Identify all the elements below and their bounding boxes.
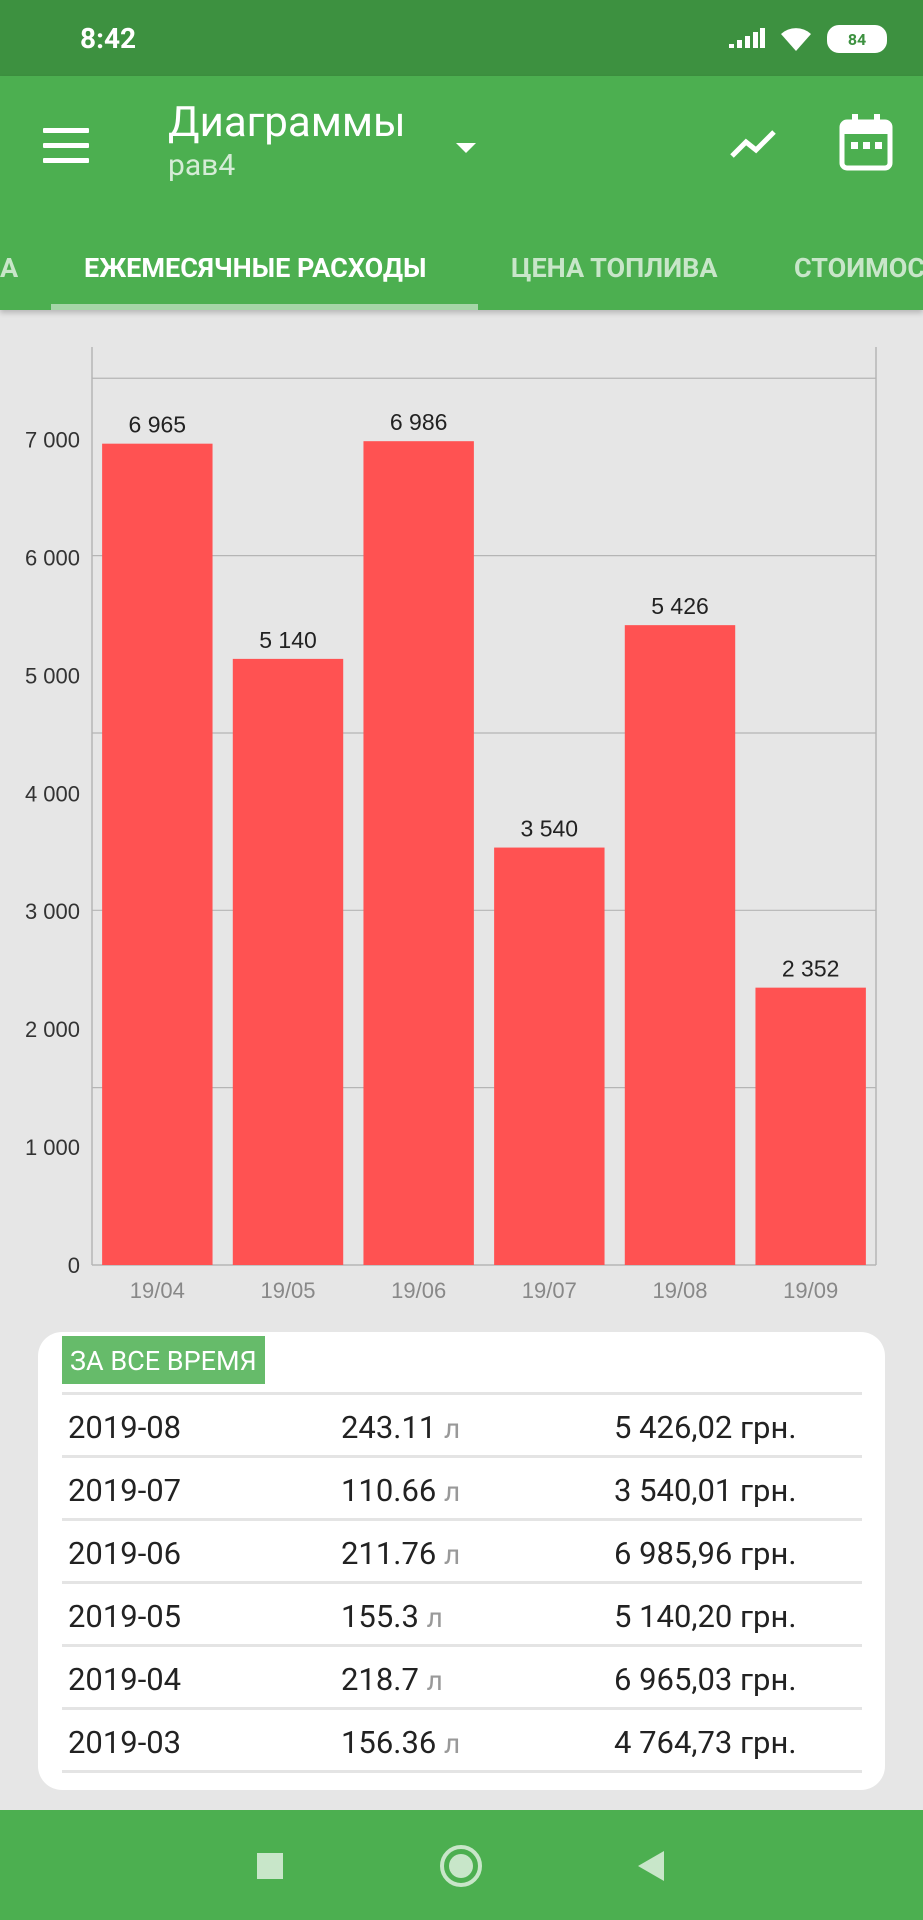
cost-cell: 5 140,20 грн. (614, 1598, 797, 1635)
calendar-icon[interactable] (838, 112, 894, 172)
liters-cell: 211.76 л (341, 1535, 460, 1572)
liters-unit: л (426, 1601, 443, 1634)
liters-cell: 156.36 л (341, 1724, 460, 1761)
bar-value-label: 3 540 (521, 816, 579, 842)
y-tick-label: 5 000 (25, 663, 80, 688)
cost-cell: 6 985,96 грн. (614, 1535, 797, 1572)
tab-fuel-price[interactable]: ЦЕНА ТОПЛИВА (511, 252, 718, 284)
liters-unit: л (444, 1538, 461, 1571)
month-cell: 2019-07 (68, 1472, 182, 1509)
x-tick-label: 19/06 (391, 1278, 446, 1303)
bar (232, 658, 344, 1265)
status-icons: 84 (729, 24, 887, 54)
menu-icon (43, 128, 89, 133)
chevron-down-icon[interactable] (452, 134, 480, 162)
system-nav-bar (0, 1810, 923, 1920)
liters-value: 218.7 (341, 1661, 419, 1698)
bar-value-label: 5 426 (651, 593, 709, 619)
month-cell: 2019-05 (68, 1598, 182, 1635)
page-title[interactable]: Диаграммы (168, 98, 406, 147)
y-tick-label: 7 000 (25, 428, 80, 453)
liters-cell: 218.7 л (341, 1661, 443, 1698)
liters-value: 243.11 (341, 1409, 437, 1446)
liters-value: 110.66 (341, 1472, 437, 1509)
wifi-icon (781, 28, 811, 51)
bar (755, 987, 866, 1265)
month-cell: 2019-03 (68, 1724, 182, 1761)
y-tick-label: 3 000 (25, 899, 80, 924)
liters-cell: 243.11 л (341, 1409, 460, 1446)
tab-monthly-expenses[interactable]: ЕЖЕМЕСЯЧНЫЕ РАСХОДЫ (84, 252, 427, 284)
liters-cell: 110.66 л (341, 1472, 460, 1509)
month-cell: 2019-06 (68, 1535, 182, 1572)
summary-table: 2019-08 243.11 л 5 426,02 грн. 2019-07 110.6… (62, 1392, 862, 1773)
summary-card: ЗА ВСЕ ВРЕМЯ 2019-08 243.11 л 5 426,02 грн… (38, 1332, 885, 1790)
y-tick-label: 1 000 (25, 1135, 80, 1160)
liters-unit: л (426, 1664, 443, 1697)
x-tick-label: 19/08 (652, 1278, 707, 1303)
home-icon[interactable] (431, 1836, 491, 1896)
y-tick-label: 4 000 (25, 781, 80, 806)
x-tick-label: 19/05 (260, 1278, 315, 1303)
app-bar: Диаграммы рав4 А ЕЖЕМЕСЯЧНЫЕ РАСХОДЫ ЦЕН… (0, 76, 923, 310)
table-row[interactable]: 2019-03 156.36 л 4 764,73 грн. (62, 1707, 862, 1773)
x-tick-label: 19/04 (130, 1278, 185, 1303)
y-tick-label: 2 000 (25, 1017, 80, 1042)
bar (102, 443, 213, 1265)
table-row[interactable]: 2019-07 110.66 л 3 540,01 грн. (62, 1455, 862, 1518)
bar (494, 847, 605, 1265)
status-time: 8:42 (80, 22, 137, 55)
bar-value-label: 5 140 (259, 627, 317, 653)
liters-unit: л (444, 1727, 461, 1760)
menu-icon-line (43, 143, 89, 148)
bar-value-label: 6 965 (129, 412, 187, 438)
tab-previous[interactable]: А (0, 252, 19, 284)
cost-cell: 6 965,03 грн. (614, 1661, 797, 1698)
table-row[interactable]: 2019-04 218.7 л 6 965,03 грн. (62, 1644, 862, 1707)
bar-value-label: 6 986 (390, 409, 448, 435)
y-tick-label: 6 000 (25, 545, 80, 570)
liters-unit: л (444, 1412, 461, 1445)
menu-button[interactable] (38, 118, 94, 174)
table-row[interactable]: 2019-08 243.11 л 5 426,02 грн. (62, 1392, 862, 1455)
menu-icon-line (43, 158, 89, 163)
table-row[interactable]: 2019-06 211.76 л 6 985,96 грн. (62, 1518, 862, 1581)
battery-icon: 84 (827, 25, 887, 53)
cost-cell: 3 540,01 грн. (614, 1472, 797, 1509)
tab-bar: А ЕЖЕМЕСЯЧНЫЕ РАСХОДЫ ЦЕНА ТОПЛИВА СТОИМ… (0, 226, 923, 310)
liters-value: 211.76 (341, 1535, 437, 1572)
month-cell: 2019-04 (68, 1661, 182, 1698)
recent-apps-icon[interactable] (240, 1836, 300, 1896)
x-tick-label: 19/07 (522, 1278, 577, 1303)
tab-cost[interactable]: СТОИМОС (794, 252, 923, 284)
cost-cell: 4 764,73 грн. (614, 1724, 797, 1761)
vehicle-name[interactable]: рав4 (168, 148, 236, 183)
period-label: ЗА ВСЕ ВРЕМЯ (62, 1336, 265, 1384)
x-tick-label: 19/09 (783, 1278, 838, 1303)
bar (624, 625, 736, 1265)
liters-value: 156.36 (341, 1724, 437, 1761)
liters-value: 155.3 (341, 1598, 419, 1635)
liters-unit: л (444, 1475, 461, 1508)
cost-cell: 5 426,02 грн. (614, 1409, 797, 1446)
bar (363, 441, 474, 1265)
status-bar: 8:42 84 (0, 0, 923, 76)
trend-chart-icon[interactable] (724, 114, 784, 174)
month-cell: 2019-08 (68, 1409, 182, 1446)
back-icon[interactable] (622, 1836, 682, 1896)
signal-icon (729, 28, 765, 48)
tab-indicator (51, 304, 478, 310)
liters-cell: 155.3 л (341, 1598, 443, 1635)
bar-value-label: 2 352 (782, 956, 840, 982)
monthly-expenses-chart: 0 1 000 2 000 3 000 4 000 5 000 6 000 7 000 6 96… (25, 347, 877, 1303)
battery-level: 84 (847, 29, 867, 49)
table-row[interactable]: 2019-05 155.3 л 5 140,20 грн. (62, 1581, 862, 1644)
y-tick-label: 0 (68, 1253, 80, 1278)
